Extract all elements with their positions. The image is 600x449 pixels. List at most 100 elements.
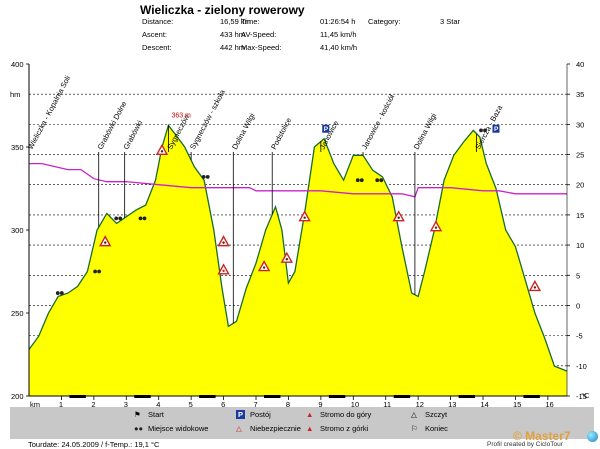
watermark: © Master7 bbox=[513, 429, 571, 443]
y-tick-label: 250 bbox=[11, 309, 24, 318]
marker-dot bbox=[285, 258, 289, 261]
legend-label: Stromo do góry bbox=[320, 410, 372, 419]
temperature-line bbox=[29, 162, 567, 198]
marker-dot bbox=[397, 216, 400, 219]
binoculars-icon bbox=[379, 178, 384, 183]
stat-value: 3 Star bbox=[440, 17, 461, 26]
stat-value: 41,40 km/h bbox=[320, 43, 358, 52]
binoculars-icon bbox=[114, 216, 119, 221]
marker-dot bbox=[262, 266, 266, 269]
steep-up-icon bbox=[429, 220, 443, 232]
x-tick-label: 11 bbox=[383, 400, 391, 409]
binoculars-icon bbox=[205, 174, 210, 179]
waypoint-label: Dolina Wilgi bbox=[412, 111, 439, 150]
binoculars-icon bbox=[142, 216, 147, 221]
danger-icon: △ bbox=[236, 424, 242, 433]
stat-label: Category: bbox=[368, 17, 401, 26]
stat-label: Max-Speed: bbox=[241, 43, 282, 52]
x-scale-segment bbox=[458, 395, 476, 398]
steep-up-icon bbox=[257, 260, 271, 272]
y-tick-label: 400 bbox=[11, 60, 24, 69]
binoculars-icon bbox=[59, 291, 64, 295]
stat-label: AV-Speed: bbox=[241, 30, 277, 39]
warning-icon bbox=[217, 263, 230, 275]
x-tick-label: 3 bbox=[124, 400, 128, 409]
stat-value: 01:26:54 h bbox=[320, 17, 356, 26]
temperature-unit: °C bbox=[581, 391, 590, 400]
marker-dot bbox=[434, 226, 438, 229]
stat-label: Distance: bbox=[142, 17, 174, 26]
stat-label: Descent: bbox=[142, 43, 172, 52]
binoculars-icon bbox=[138, 216, 143, 221]
binoculars-icon bbox=[375, 178, 380, 183]
max-elevation-label: 363 m bbox=[171, 112, 191, 119]
stat-value: 11,45 km/h bbox=[320, 30, 357, 39]
legend-label: Koniec bbox=[425, 424, 448, 433]
x-tick-label: 9 bbox=[318, 400, 322, 409]
binoculars-icon bbox=[359, 178, 364, 183]
y2-tick-label: 15 bbox=[576, 211, 584, 220]
credit-text: Profil created by CicloTour bbox=[487, 441, 563, 448]
x-axis-label: km bbox=[30, 400, 40, 409]
stat-value: 442 hm bbox=[220, 43, 246, 52]
x-scale-segment bbox=[199, 395, 216, 398]
x-tick-label: 6 bbox=[221, 400, 225, 409]
x-tick-label: 7 bbox=[254, 400, 258, 409]
y2-tick-label: 25 bbox=[576, 151, 584, 160]
marker-dot bbox=[104, 241, 107, 244]
chart-title: Wieliczka - zielony rowerowy bbox=[140, 3, 305, 17]
y2-tick-label: 5 bbox=[576, 271, 580, 280]
x-scale-segment bbox=[134, 395, 151, 398]
x-scale-segment bbox=[69, 395, 86, 398]
legend-label: Start bbox=[148, 410, 164, 419]
y2-tick-label: 0 bbox=[576, 301, 580, 310]
y-tick-label: 200 bbox=[11, 392, 24, 401]
waypoint-label: Janowice bbox=[318, 119, 341, 151]
steep-up-icon bbox=[298, 210, 311, 222]
y2-tick-label: -10 bbox=[576, 362, 587, 371]
legend-label: Niebezpiecznie bbox=[250, 424, 301, 433]
binoculars-icon bbox=[479, 128, 483, 133]
elevation-area bbox=[29, 125, 567, 397]
binoculars-icon bbox=[93, 269, 98, 274]
x-tick-label: 1 bbox=[59, 400, 63, 409]
stat-value: 433 hm bbox=[220, 30, 246, 39]
x-tick-label: 12 bbox=[416, 400, 424, 409]
view-icon: ●● bbox=[134, 424, 144, 433]
legend-label: Szczyt bbox=[425, 410, 448, 419]
y-axis-label: hm bbox=[10, 90, 20, 99]
x-tick-label: 4 bbox=[156, 400, 160, 409]
waypoint-label: Sygneczów - szkoła bbox=[188, 87, 227, 150]
x-scale-segment bbox=[523, 395, 540, 398]
tour-date: Tourdate: 24.05.2009 / f-Temp.: 19,1 °C bbox=[28, 440, 160, 449]
x-tick-label: 10 bbox=[351, 400, 359, 409]
x-tick-label: 5 bbox=[189, 400, 193, 409]
y-tick-label: 350 bbox=[11, 143, 24, 152]
stat-value: 16,59 km bbox=[220, 17, 251, 26]
legend-label: Postój bbox=[250, 410, 271, 419]
steep-down-icon bbox=[217, 235, 230, 247]
x-tick-label: 14 bbox=[481, 400, 489, 409]
waypoint-label: Wieliczka - Kopalnia Soli bbox=[26, 74, 73, 151]
globe-icon bbox=[587, 431, 598, 442]
x-scale-segment bbox=[328, 395, 346, 398]
waypoint-label: Sierczа - Baza bbox=[473, 103, 504, 151]
marker-dot bbox=[160, 150, 164, 153]
steep-down-icon bbox=[528, 279, 542, 292]
x-scale-segment bbox=[264, 395, 281, 398]
x-scale-segment bbox=[393, 395, 411, 398]
steep-up-icon bbox=[99, 235, 112, 247]
parking-icon bbox=[492, 124, 500, 133]
stat-label: Ascent: bbox=[142, 30, 168, 39]
up-icon: ▲ bbox=[306, 410, 314, 419]
x-tick-label: 16 bbox=[545, 400, 553, 409]
y2-tick-label: -15 bbox=[576, 392, 587, 401]
y2-tick-label: 30 bbox=[576, 120, 584, 129]
parking-icon bbox=[322, 124, 330, 133]
waypoint-label: Grabówki bbox=[121, 118, 144, 150]
summit-icon: △ bbox=[411, 410, 417, 419]
stat-label: Time: bbox=[241, 17, 260, 26]
rest-icon: P bbox=[236, 410, 246, 419]
finish-icon: ⚐ bbox=[411, 424, 418, 433]
